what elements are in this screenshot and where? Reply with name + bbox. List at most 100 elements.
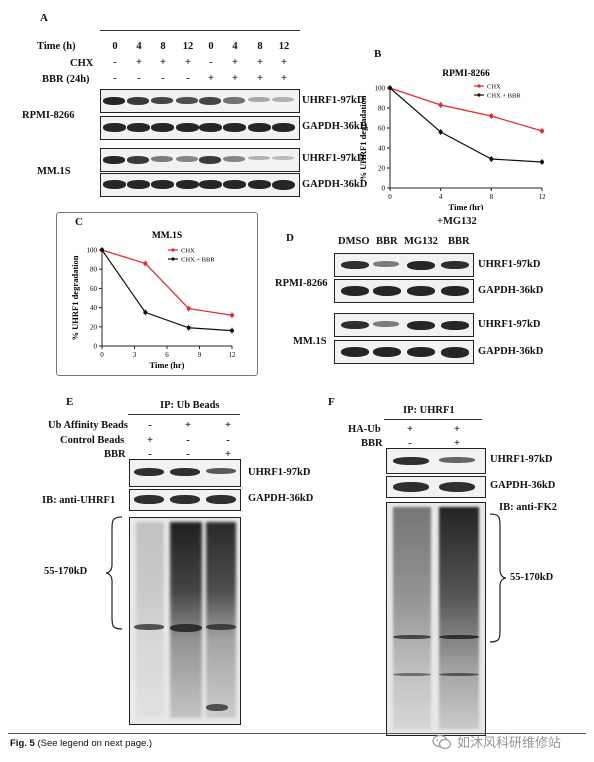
blot-band [103,156,125,164]
blot-a-mm1s-gapdh [100,173,300,197]
bbr-sign: - [137,73,141,84]
blot-band [439,482,475,492]
d-gapdh-label-1: GAPDH-36kD [478,285,544,296]
cell-line-rpmi-label: RPMI-8266 [22,110,75,121]
bbr-row-label: BBR (24h) [42,74,90,85]
blot-band [127,180,150,189]
bbr-sign: - [113,73,117,84]
f-haub-sign: + [454,424,460,435]
d-lane-label: BBR [448,236,470,247]
data-point [186,306,191,311]
blot-band [441,347,469,358]
legend-entry: CHX [181,248,195,255]
x-tick-label: 0 [100,351,104,359]
chx-row-label: CHX [70,58,94,69]
smear-band [393,673,431,676]
figure-number: Fig. 5 [10,738,35,749]
smear-lane [136,522,164,718]
f-range-label: 55-170kD [510,572,554,583]
blot-band [127,97,149,105]
blot-band [103,97,125,105]
d-cell-line-rpmi-label: RPMI-8266 [275,278,328,289]
a-gapdh-label-1: GAPDH-36kD [302,121,368,132]
blot-a-rpmi-gapdh [100,116,300,140]
chx-sign: - [113,57,117,68]
time-lane-label: 12 [278,41,290,52]
d-gapdh-label-2: GAPDH-36kD [478,346,544,357]
smear-lane [206,522,236,718]
blot-band [341,347,369,357]
series-line [101,249,233,316]
time-lane-label: 4 [232,41,238,52]
x-tick-label: 4 [439,193,443,201]
f-range-bracket [489,513,507,643]
y-tick-label: 80 [378,105,386,113]
blot-e-gapdh [129,489,241,511]
panel-f-letter: F [328,396,335,408]
x-axis-label: Time (hr) [149,360,184,370]
a-uhrf1-label-1: UHRF1-97kD [302,95,365,106]
x-tick-label: 3 [133,351,137,359]
chx-sign: + [257,57,263,68]
panel-d-letter: D [286,232,294,244]
time-lane-label: 8 [160,41,166,52]
e-range-label: 55-170kD [44,566,88,577]
d-lane-label: BBR [376,236,398,247]
blot-band [407,347,435,357]
legend-entry: CHX [487,84,501,91]
e-row-bbr: BBR [104,449,126,460]
e-bbr-sign: - [186,449,190,460]
a-gapdh-label-2: GAPDH-36kD [302,179,368,190]
y-axis-label: % UHRF1 degradation [70,255,80,340]
blot-band [151,180,174,189]
figure-caption-text: (See legend on next page.) [37,738,153,749]
x-tick-label: 6 [165,351,169,359]
x-tick-label: 0 [388,193,392,201]
blot-e-uhrf1 [129,459,241,487]
blot-band [248,180,271,189]
f-uhrf1-label: UHRF1-97kD [490,454,553,465]
x-tick-label: 9 [198,351,202,359]
e-range-bracket [105,516,123,630]
y-tick-label: 40 [90,304,98,312]
blot-band [199,97,221,105]
blot-band [373,321,399,327]
blot-band [151,156,173,162]
legend-marker [171,248,175,252]
blot-d-rpmi-uhrf1 [334,253,474,277]
blot-band [341,261,369,269]
e-header-line [128,414,240,415]
e-ib-label: IB: anti-UHRF1 [42,495,116,506]
y-axis-label: % UHRF1 degradation [360,95,368,180]
time-lane-label: 4 [136,41,142,52]
blot-band [170,495,200,504]
legend-marker [477,84,481,88]
blot-band [199,123,222,132]
caption-rule [8,733,586,734]
blot-a-mm1s-uhrf1 [100,148,300,172]
blot-band [407,321,435,330]
e-ub-sign: - [148,420,152,431]
data-point [100,248,104,252]
y-tick-label: 60 [378,125,386,133]
smear-band [439,673,479,676]
x-tick-label: 12 [229,351,237,359]
blot-band [134,468,164,476]
blot-band [272,180,295,190]
time-lane-label: 0 [208,41,214,52]
f-ib-label: IB: anti-FK2 [499,502,558,513]
y-tick-label: 40 [378,145,386,153]
smear-lane [170,522,202,718]
blot-band [407,286,435,296]
blot-band [373,286,401,296]
smear-band [134,624,164,630]
blot-band [206,468,236,474]
blot-band [441,286,469,296]
blot-d-rpmi-gapdh [334,279,474,303]
d-lane-label: DMSO [338,236,370,247]
data-point [230,328,234,333]
legend-marker [477,93,481,97]
blot-band [373,347,401,357]
time-lane-label: 8 [257,41,263,52]
y-tick-label: 0 [94,343,98,351]
